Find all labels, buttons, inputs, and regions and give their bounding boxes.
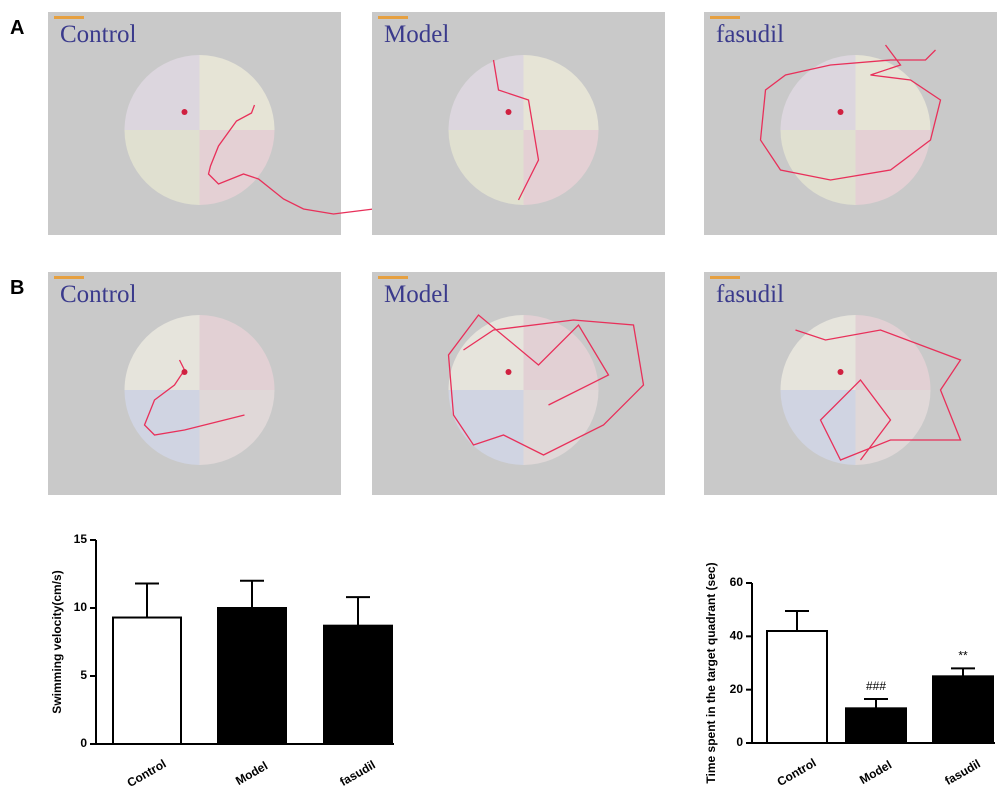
quadrant xyxy=(124,55,200,130)
quadrant xyxy=(448,130,524,205)
swim-track xyxy=(759,44,942,181)
y-tick-label: 20 xyxy=(730,682,744,696)
quadrant xyxy=(199,315,275,390)
quadrant xyxy=(523,390,599,465)
quadrant xyxy=(124,130,200,205)
panel-label: B xyxy=(10,277,24,299)
quadrant xyxy=(199,390,275,465)
quadrant xyxy=(780,130,856,205)
tile: Control xyxy=(48,12,427,235)
annotation: ** xyxy=(958,649,968,663)
quadrant xyxy=(780,315,856,390)
platform xyxy=(505,109,512,115)
y-tick-label: 40 xyxy=(730,629,744,643)
y-tick-label: 15 xyxy=(74,532,88,546)
tile-mark xyxy=(378,276,408,279)
bar xyxy=(112,616,182,746)
bar xyxy=(845,707,907,744)
x-tick-label: fasudil xyxy=(337,758,377,789)
quadrant xyxy=(523,130,599,205)
bar xyxy=(323,624,393,745)
y-tick-label: 60 xyxy=(730,575,744,589)
y-tick-label: 10 xyxy=(74,600,88,614)
panel-label: A xyxy=(10,17,24,39)
quadrant xyxy=(523,55,599,130)
bar xyxy=(766,630,828,744)
quadrant xyxy=(199,130,275,205)
quadrant xyxy=(124,315,200,390)
y-axis-label: Time spent in the target quadrant (sec) xyxy=(704,562,718,783)
annotation: ### xyxy=(866,679,886,693)
x-tick-label: fasudil xyxy=(942,757,982,788)
quadrant xyxy=(780,390,856,465)
bar xyxy=(932,675,994,744)
quadrant xyxy=(780,55,856,130)
y-tick-label: 0 xyxy=(736,735,743,749)
swim-track xyxy=(492,59,540,201)
tile: fasudil xyxy=(704,272,997,495)
tile-title: Model xyxy=(384,21,449,48)
platform xyxy=(181,109,188,115)
y-tick-label: 0 xyxy=(80,736,87,750)
x-tick-label: Model xyxy=(857,758,894,787)
platform xyxy=(505,369,512,375)
swim-track xyxy=(143,359,245,436)
y-axis-label: Swimming velocity(cm/s) xyxy=(50,570,64,713)
tile: Control xyxy=(48,272,341,495)
platform xyxy=(837,109,844,115)
tile-title: Control xyxy=(60,281,136,308)
tile: fasudil xyxy=(704,12,997,235)
y-tick-label: 5 xyxy=(80,668,87,682)
quadrant xyxy=(855,315,931,390)
platform xyxy=(181,369,188,375)
x-tick-label: Control xyxy=(125,757,169,790)
platform xyxy=(837,369,844,375)
bar xyxy=(217,607,287,745)
tile-mark xyxy=(710,276,740,279)
quadrant xyxy=(448,315,524,390)
tile: Model xyxy=(372,272,665,495)
tile-title: fasudil xyxy=(716,281,784,308)
quadrant xyxy=(523,315,599,390)
quadrant xyxy=(124,390,200,465)
quadrant xyxy=(448,55,524,130)
tile-title: Model xyxy=(384,281,449,308)
tile-mark xyxy=(54,276,84,279)
tile: Model xyxy=(372,12,665,235)
tile-mark xyxy=(378,16,408,19)
tile-title: Control xyxy=(60,21,136,48)
tile-mark xyxy=(54,16,84,19)
x-tick-label: Model xyxy=(233,759,270,788)
x-tick-label: Control xyxy=(775,756,819,789)
swim-track xyxy=(447,314,645,456)
swim-track xyxy=(795,329,962,461)
tile-title: fasudil xyxy=(716,21,784,48)
quadrant xyxy=(448,390,524,465)
quadrant xyxy=(199,55,275,130)
tile-mark xyxy=(710,16,740,19)
